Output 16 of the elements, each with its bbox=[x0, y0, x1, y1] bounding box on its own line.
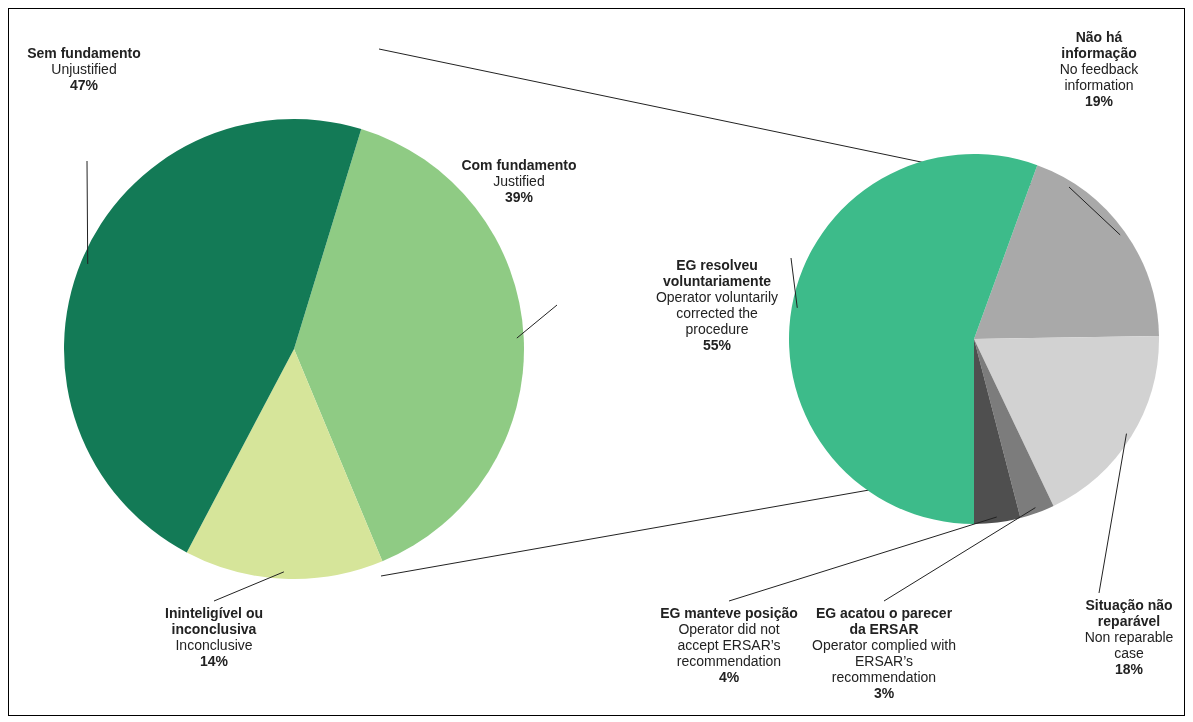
data-label: 55% bbox=[702, 336, 732, 353]
data-label: 47% bbox=[69, 76, 99, 93]
data-label: 18% bbox=[1114, 660, 1144, 677]
data-label: 14% bbox=[199, 652, 229, 669]
data-label: 19% bbox=[1084, 92, 1114, 109]
slice-label: EG acatou o parecer da ERSAR Operator complied with ERSAR’s recommendation bbox=[812, 604, 956, 685]
data-label: 39% bbox=[504, 188, 534, 205]
slice-label: EG resolveu voluntariamente Operator voluntarily corrected the procedure bbox=[655, 256, 779, 337]
data-label: 4% bbox=[718, 668, 740, 685]
slice-label: Com fundamento Justified bbox=[461, 156, 577, 189]
slice-label: Situação não reparável Non reparable case bbox=[1084, 596, 1174, 661]
slice-label: EG manteve posição Operator did not accept ERSAR’s recommendation bbox=[660, 604, 798, 669]
slice-label: Não há informação No feedback information bbox=[1059, 28, 1140, 93]
slice-label: Sem fundamento Unjustified bbox=[27, 44, 141, 77]
data-label: 3% bbox=[873, 684, 895, 701]
slice-label: Ininteligível ou inconclusiva Inconclusive bbox=[164, 604, 264, 653]
